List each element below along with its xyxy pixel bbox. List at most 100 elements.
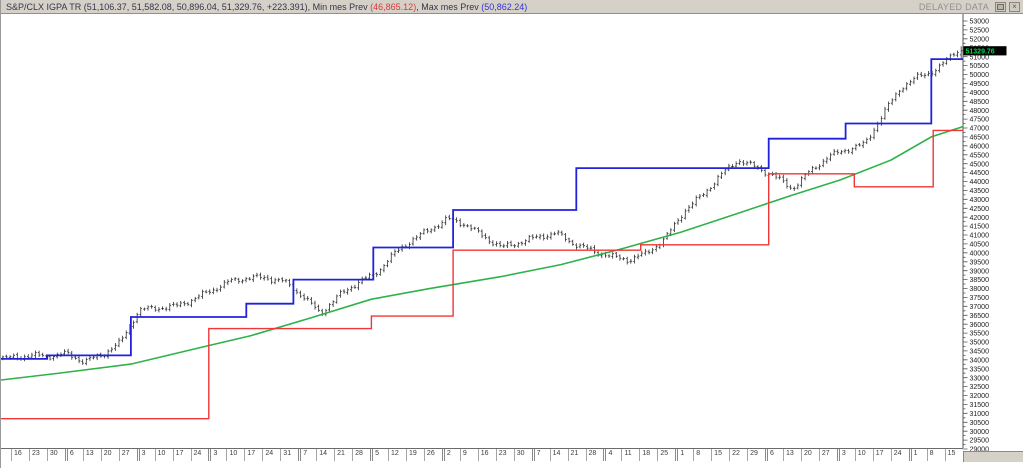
title-separator: , Max mes Prev [416,1,482,12]
y-axis-label: 32500 [970,384,990,391]
x-axis-label: 28 [585,449,604,461]
x-axis-label: 25 [657,449,675,461]
y-axis-label: 43500 [970,188,990,195]
x-axis-label: 10 [854,449,873,461]
y-axis-label: 46000 [970,143,990,150]
y-axis-label: 44000 [970,179,990,186]
title-bar-right: DELAYED DATA × [918,1,1023,12]
y-axis-label: 48500 [970,99,990,106]
y-axis-label: 50000 [970,72,990,79]
x-axis-label: 24 [890,449,909,461]
y-axis-label: 52000 [970,36,990,43]
y-axis-label: 47500 [970,117,990,124]
x-axis-label: 3 [208,449,226,461]
max-mes-prev-value: (50,862.24) [481,1,528,12]
close-icon[interactable]: × [1009,1,1020,12]
x-axis-label: 3 [136,449,155,461]
y-axis-label: 40000 [970,250,990,257]
x-axis-label: 17 [872,449,891,461]
y-axis-label: 52500 [970,28,990,35]
y-axis-label: 29500 [970,438,990,445]
x-axis-label: 7 [298,449,316,461]
x-axis-label: 14 [316,449,334,461]
x-axis-label: 10 [154,449,173,461]
x-axis-label: 30 [513,449,532,461]
x-axis-label: 21 [334,449,352,461]
y-axis-label: 39500 [970,259,990,266]
x-axis-label: 13 [82,449,101,461]
x-axis-label: 19 [405,449,424,461]
y-axis-label: 37000 [970,304,990,311]
y-axis-label: 31000 [970,411,990,418]
x-axis-label: 21 [567,449,586,461]
y-axis-label: 30500 [970,420,990,427]
x-axis-label: 16 [11,449,29,461]
y-axis-label: 50500 [970,63,990,70]
y-axis-label: 53000 [970,19,990,26]
y-axis-label: 41500 [970,224,990,231]
x-axis-label: 26 [423,449,442,461]
x-axis: 16 23 30 6 13 20 27 3 10 17 24 3 10 17 24 31 7 14 21 28 5 12 1… [1,448,963,461]
last-price-badge [963,46,1007,56]
y-axis-label: 36500 [970,313,990,320]
x-axis-label: 10 [226,449,244,461]
y-axis-label: 33000 [970,375,990,382]
y-axis-label: 48000 [970,108,990,115]
x-axis-label: 12 [388,449,406,461]
y-axis-label: 37500 [970,295,990,302]
x-axis-label: 8 [693,449,711,461]
y-axis-label: 51000 [970,54,990,61]
x-axis-label: 13 [782,449,801,461]
symbol-title: S&P/CLX IGPA TR (51,106.37, 51,582.08, 5… [1,2,527,12]
y-axis-label: 33500 [970,366,990,373]
y-axis-label: 35500 [970,331,990,338]
y-axis-label: 32000 [970,393,990,400]
y-axis-label: 40500 [970,242,990,249]
x-axis-label: 28 [352,449,370,461]
y-axis-label: 46500 [970,135,990,142]
last-price-badge-text: 51329.76 [966,49,995,56]
x-axis-label: 20 [800,449,819,461]
min-mes-prev-value: (46,865.12) [370,1,417,12]
delayed-data-status: DELAYED DATA [918,1,989,12]
y-axis-label: 38000 [970,286,990,293]
y-axis-label: 42500 [970,206,990,213]
x-axis-label: 1 [908,449,927,461]
y-axis-label: 49000 [970,90,990,97]
x-axis-label: 4 [603,449,621,461]
y-axis-label: 39000 [970,268,990,275]
window-glyph [997,3,1004,10]
y-axis-label: 35000 [970,340,990,347]
price-bars [1,46,963,366]
x-axis-label: 23 [28,449,47,461]
y-axis-label: 41000 [970,233,990,240]
x-axis-label: 6 [64,449,83,461]
y-axis-ticks [963,20,968,450]
symbol-ohlc-text: S&P/CLX IGPA TR (51,106.37, 51,582.08, 5… [6,1,371,12]
x-axis-label: 11 [621,449,639,461]
x-axis-label: 15 [711,449,729,461]
y-axis-label: 47000 [970,126,990,133]
y-axis-label: 34500 [970,349,990,356]
y-axis-label: 44500 [970,170,990,177]
min-mes-prev-line [1,129,963,420]
x-axis-label: 24 [262,449,280,461]
restore-window-icon[interactable] [995,1,1006,12]
moving-average-line [1,125,964,381]
x-axis-label: 14 [549,449,568,461]
x-axis-label: 16 [477,449,496,461]
y-axis-label: 43000 [970,197,990,204]
x-axis-label: 27 [118,449,137,461]
x-axis-label: 15 [944,449,963,461]
x-axis-label: 9 [459,449,478,461]
x-axis-label: 18 [639,449,657,461]
y-axis-label: 45000 [970,161,990,168]
y-axis-label: 45500 [970,152,990,159]
y-axis-label: 34000 [970,357,990,364]
x-axis-stub [1,449,11,461]
x-axis-label: 31 [280,449,298,461]
x-axis-label: 2 [441,449,460,461]
x-axis-label: 17 [244,449,262,461]
y-axis-label: 31500 [970,402,990,409]
